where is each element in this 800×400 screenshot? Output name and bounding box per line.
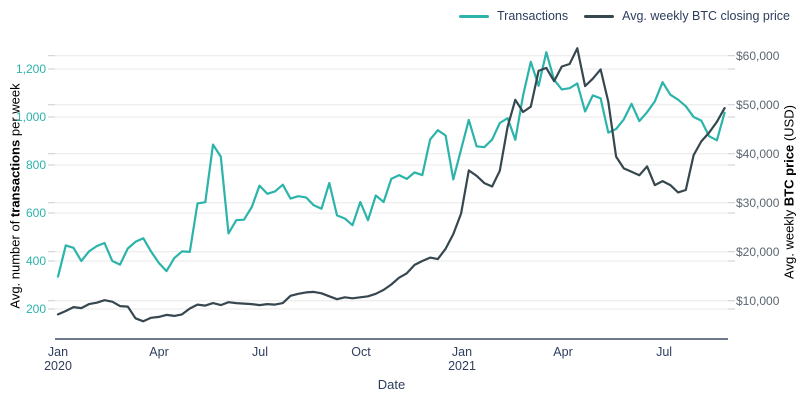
left-y-tick-label: 600 xyxy=(25,206,46,220)
x-tick-month-label: Jul xyxy=(656,345,673,359)
left-y-tick-label: 400 xyxy=(25,254,46,268)
right-axis-title-bold: BTC price xyxy=(781,144,797,207)
legend-label-transactions: Transactions xyxy=(497,9,569,23)
chart-legend: Transactions Avg. weekly BTC closing pric… xyxy=(459,9,790,23)
right-y-tick-label: $30,000 xyxy=(736,195,780,210)
legend-swatch-btc-price xyxy=(584,14,615,18)
legend-swatch-transactions xyxy=(459,14,490,18)
x-tick-month-label: Apr xyxy=(553,345,573,359)
x-tick-month-label: Apr xyxy=(149,345,169,359)
x-tick-month-label: Oct xyxy=(351,345,371,359)
btc-price-line[interactable] xyxy=(56,47,726,323)
right-axis-title: Avg. weekly BTC price (USD) xyxy=(782,105,797,279)
x-tick-month-label: Jan xyxy=(451,345,473,359)
right-axis-title-suffix: (USD) xyxy=(781,105,797,145)
right-y-tick-label: $50,000 xyxy=(736,97,780,112)
right-y-tick-label: $60,000 xyxy=(736,48,780,63)
right-y-tick-label: $40,000 xyxy=(736,146,780,161)
left-y-tick-label: 200 xyxy=(25,302,46,316)
right-y-tick-label: $10,000 xyxy=(736,293,780,308)
transactions-line[interactable] xyxy=(56,51,726,278)
right-axis-title-prefix: Avg. weekly xyxy=(781,206,797,279)
x-tick-month-label: Jul xyxy=(252,345,268,359)
x-tick-year-label: 2020 xyxy=(44,359,72,373)
legend-label-btc-price: Avg. weekly BTC closing price xyxy=(622,9,790,23)
left-y-tick-label: 1,000 xyxy=(15,110,46,124)
left-y-tick-label: 1,200 xyxy=(15,62,46,76)
x-tick-year-label: 2021 xyxy=(448,359,476,373)
right-y-tick-label: $20,000 xyxy=(736,244,780,259)
x-tick-month-label: Jan xyxy=(47,345,69,359)
legend-item-transactions[interactable]: Transactions xyxy=(459,9,568,23)
x-axis-title: Date xyxy=(377,377,406,392)
left-y-tick-label: 800 xyxy=(25,158,46,172)
legend-item-btc-price[interactable]: Avg. weekly BTC closing price xyxy=(584,9,790,23)
